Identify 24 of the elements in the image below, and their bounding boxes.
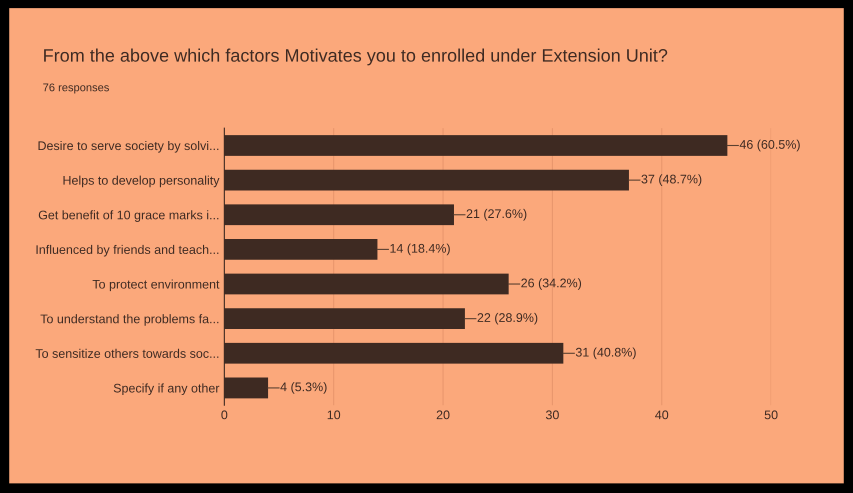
y-tick-label: To sensitize others towards soc... [36, 348, 218, 358]
x-tick-label: 40 [655, 410, 668, 420]
x-tick-label: 50 [764, 410, 778, 420]
data-label: 26 (34.2%) [521, 278, 582, 290]
x-tick-label: 30 [546, 410, 559, 420]
data-label: 14 (18.4%) [390, 244, 450, 256]
data-label: 21 (27.6%) [466, 208, 526, 221]
y-tick-label: Desire to serve society by solvi... [38, 140, 218, 153]
chart-title: From the above which factors Motivates you to enrolled under Extension Unit? [44, 48, 668, 66]
data-label: 37 (48.7%) [641, 174, 702, 186]
y-tick-label: Specify if any other [114, 383, 220, 396]
y-tick-label: To understand the problems fa... [40, 314, 218, 326]
x-tick-label: 10 [328, 410, 340, 420]
x-tick-label: 0 [221, 410, 228, 420]
y-tick-label: To protect environment [92, 280, 220, 292]
y-tick-label: Get benefit of 10 grace marks i... [38, 210, 218, 222]
y-tick-label: Influenced by friends and teach... [36, 244, 218, 257]
data-label: 46 (60.5%) [740, 140, 800, 152]
data-label: 22 (28.9%) [478, 312, 538, 324]
x-tick-label: 20 [436, 410, 450, 420]
data-label: 4 (5.3%) [280, 382, 327, 394]
text: 76 responses [43, 83, 109, 94]
y-tick-label: Helps to develop personality [63, 176, 220, 188]
data-label: 31 (40.8%) [576, 347, 636, 360]
